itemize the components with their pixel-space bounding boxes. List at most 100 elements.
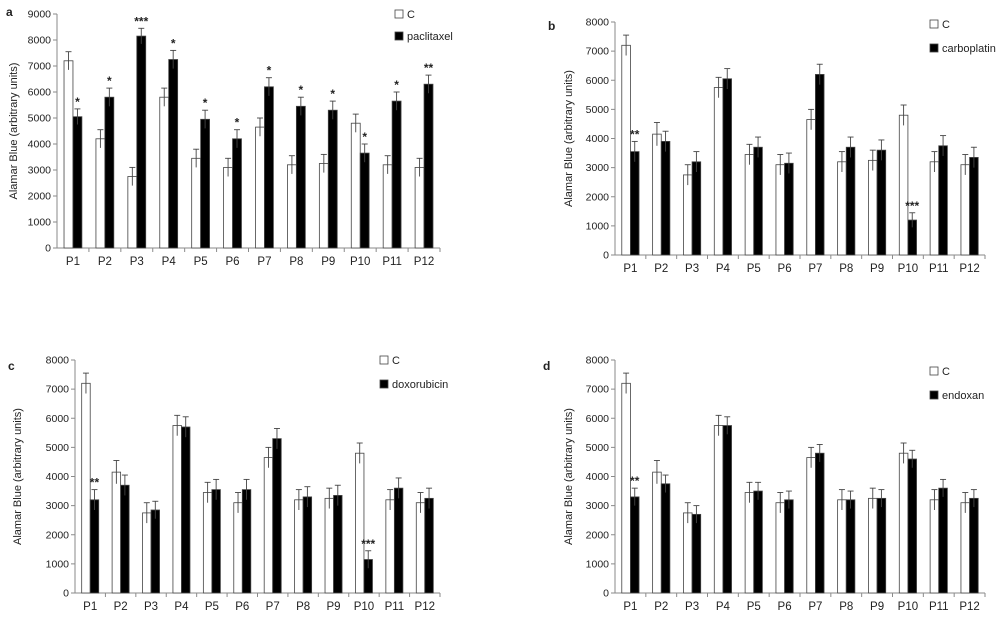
y-axis-title: Alamar Blue (arbitrary units) (563, 408, 575, 545)
bar-treated-p9 (327, 109, 338, 249)
y-tick-label: 4000 (586, 133, 610, 145)
bar-treated-p4 (168, 59, 179, 249)
bar-control-p6 (775, 164, 785, 256)
bar-treated-p6 (241, 489, 252, 594)
significance-marker: * (203, 96, 208, 110)
legend-label: C (392, 355, 400, 367)
bar-treated-p12 (969, 157, 979, 256)
significance-marker: * (267, 64, 272, 78)
legend-label: C (942, 19, 950, 31)
y-tick-label: 6000 (586, 413, 610, 425)
bar-control-p11 (385, 499, 395, 594)
y-tick-label: 0 (603, 250, 609, 262)
bar-control-p12 (414, 166, 425, 249)
bar-treated-p7 (815, 452, 825, 594)
x-tick-label: P5 (194, 256, 208, 268)
x-tick-label: P4 (716, 263, 731, 275)
x-tick-label: P10 (898, 263, 918, 275)
x-tick-label: P6 (235, 601, 249, 613)
bar-control-p4 (713, 87, 724, 256)
y-tick-label: 0 (63, 588, 69, 600)
y-tick-label: 8000 (586, 17, 610, 29)
bar-control-p9 (868, 497, 878, 594)
y-tick-label: 7000 (586, 384, 610, 396)
bar-treated-p8 (845, 146, 856, 256)
y-axis-title: Alamar Blue (arbitrary units) (8, 63, 20, 200)
x-tick-label: P1 (83, 601, 97, 613)
x-tick-label: P2 (654, 263, 668, 275)
panel-label: a (6, 5, 13, 19)
x-tick-label: P8 (289, 256, 303, 268)
y-tick-label: 3000 (586, 500, 610, 512)
significance-marker: * (299, 83, 304, 97)
y-axis-title: Alamar Blue (arbitrary units) (12, 408, 24, 545)
bar-control-p12 (415, 502, 426, 594)
bar-treated-p8 (295, 105, 306, 249)
y-tick-label: 6000 (28, 87, 52, 99)
legend-swatch (394, 9, 404, 19)
bar-treated-p11 (391, 100, 402, 249)
bar-treated-p5 (753, 146, 763, 256)
bar-treated-p4 (722, 78, 732, 256)
panel-label: d (543, 359, 550, 373)
x-tick-label: P10 (898, 601, 918, 613)
panel-c: c Alamar Blue (arbitrary units) 0 1000 2000 3… (8, 355, 448, 614)
legend-label: C (407, 9, 415, 21)
legend-label: endoxan (942, 390, 984, 402)
y-tick-label: 0 (45, 243, 51, 255)
x-tick-label: P1 (623, 601, 637, 613)
x-tick-label: P7 (257, 256, 271, 268)
y-tick-label: 6000 (46, 413, 70, 425)
bar-treated-p7 (264, 86, 274, 249)
legend-swatch (379, 379, 389, 389)
significance-marker: * (75, 95, 80, 109)
x-tick-label: P8 (296, 601, 310, 613)
y-tick-label: 1000 (28, 217, 52, 229)
y-tick-label: 8000 (28, 35, 52, 47)
bar-treated-p2 (660, 141, 671, 256)
bar-treated-p7 (272, 438, 282, 594)
x-tick-label: P3 (144, 601, 158, 613)
significance-marker: ** (630, 127, 640, 141)
bar-control-p12 (960, 502, 970, 594)
y-tick-label: 4000 (46, 471, 70, 483)
bar-control-p5 (744, 154, 755, 256)
legend-swatch (929, 19, 939, 29)
x-tick-label: P8 (839, 601, 853, 613)
bar-treated-p3 (136, 35, 147, 249)
bar-control-p3 (142, 512, 152, 594)
panel-b: b Alamar Blue (arbitrary units) 0 1000 2000 3… (548, 17, 996, 276)
bar-treated-p4 (181, 426, 191, 594)
legend-label: carboplatin (942, 43, 996, 55)
bar-control-p10 (350, 122, 361, 249)
x-tick-label: P1 (623, 263, 637, 275)
bar-treated-p10 (907, 458, 917, 594)
bar-treated-p6 (232, 138, 242, 249)
y-axis-title: Alamar Blue (arbitrary units) (563, 70, 575, 207)
bar-control-p8 (837, 161, 847, 256)
y-tick-label: 1000 (46, 558, 70, 570)
bar-treated-p5 (211, 489, 221, 594)
bar-treated-p3 (150, 509, 160, 594)
bar-control-p2 (95, 138, 106, 249)
bar-control-p10 (898, 114, 909, 256)
bar-control-p4 (159, 96, 170, 249)
panel-a: a Alamar Blue (arbitrary units) 0 1000 2000 3… (6, 5, 453, 268)
bar-treated-p1 (630, 496, 640, 594)
bar-treated-p1 (72, 116, 83, 249)
bar-control-p9 (868, 159, 878, 256)
bar-treated-p5 (200, 118, 210, 249)
significance-marker: *** (905, 199, 919, 213)
bar-control-p9 (324, 497, 334, 594)
x-tick-label: P12 (959, 601, 979, 613)
bar-treated-p12 (969, 497, 979, 594)
bar-treated-p9 (876, 149, 887, 256)
bar-treated-p10 (359, 152, 370, 249)
y-tick-label: 0 (603, 588, 609, 600)
significance-marker: *** (361, 537, 375, 551)
y-tick-label: 9000 (28, 9, 52, 21)
x-tick-label: P9 (870, 601, 884, 613)
significance-marker: ** (90, 476, 100, 490)
bar-control-p3 (683, 174, 693, 256)
bar-treated-p3 (691, 161, 702, 256)
